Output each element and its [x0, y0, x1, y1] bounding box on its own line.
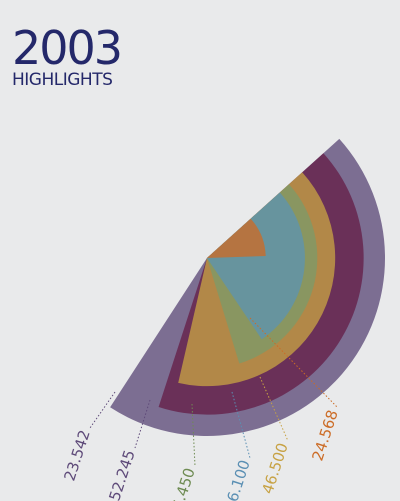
title-year: 2003: [12, 21, 121, 75]
title-subtitle: HIGHLIGHTS: [12, 70, 112, 90]
radial-wedges: [110, 138, 386, 436]
leader-line-2: [134, 399, 151, 449]
leader-line-1: [89, 391, 116, 429]
leader-line-4: [231, 391, 251, 459]
wedge-5: [207, 192, 305, 340]
leader-lines: [89, 317, 339, 467]
leader-line-5: [259, 376, 289, 442]
wedge-6: [207, 218, 266, 258]
